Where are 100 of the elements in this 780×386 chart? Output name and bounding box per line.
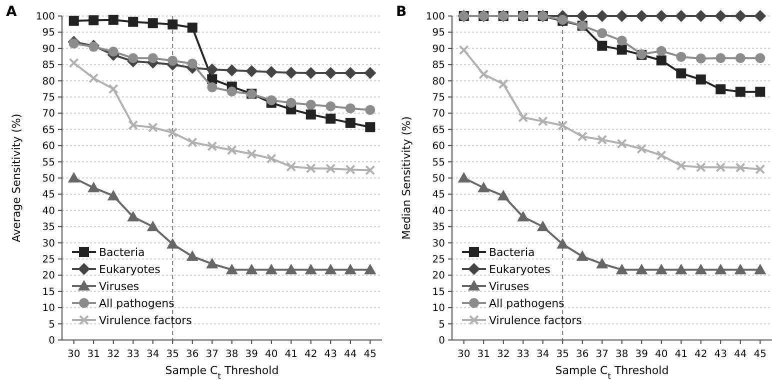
y-tick-label: 15 <box>42 286 55 298</box>
point <box>168 56 178 66</box>
point <box>128 16 138 27</box>
y-tick-label: 50 <box>432 174 445 184</box>
point <box>206 258 218 268</box>
point <box>518 112 528 122</box>
y-tick-label: 0 <box>48 336 55 346</box>
point <box>735 53 746 64</box>
y-tick-label: 30 <box>42 238 55 250</box>
point <box>498 79 508 90</box>
point <box>365 122 376 132</box>
legend-label: Bacteria <box>489 246 535 259</box>
point <box>616 44 627 55</box>
point <box>68 16 79 26</box>
legend-label: Viruses <box>489 280 530 293</box>
y-tick-label: 45 <box>42 190 55 201</box>
x-tick-label: 42 <box>694 349 708 360</box>
y-tick-label: 40 <box>432 206 445 217</box>
x-tick-label: 35 <box>166 349 179 360</box>
x-tick-label: 34 <box>146 349 160 360</box>
point <box>616 138 627 149</box>
point <box>88 15 99 26</box>
y-tick-label: 65 <box>432 124 445 136</box>
point <box>324 67 337 80</box>
x-tick-label: 31 <box>477 349 490 360</box>
point <box>675 264 688 274</box>
point <box>734 10 746 22</box>
y-tick-label: 80 <box>42 76 55 88</box>
point <box>187 22 198 33</box>
x-tick-label: 34 <box>536 349 550 360</box>
point <box>656 46 666 56</box>
point <box>166 238 179 249</box>
point <box>326 164 336 174</box>
y-tick-label: 10 <box>42 303 55 314</box>
point <box>714 10 727 22</box>
point <box>458 172 470 182</box>
point <box>755 53 766 64</box>
point <box>696 74 706 85</box>
point <box>365 165 376 176</box>
point <box>676 160 686 171</box>
y-tick-label: 25 <box>432 254 445 266</box>
x-tick-label: 37 <box>596 349 608 360</box>
y-tick-label: 95 <box>42 28 55 39</box>
point <box>207 141 218 152</box>
point <box>108 46 118 57</box>
y-tick-label: 95 <box>432 28 445 39</box>
point <box>306 100 316 110</box>
point <box>714 264 727 274</box>
point <box>596 10 608 22</box>
point <box>148 53 158 64</box>
point <box>304 67 317 80</box>
point <box>655 264 668 274</box>
y-tick-label: 15 <box>432 286 445 298</box>
point <box>576 10 588 22</box>
point <box>345 118 356 128</box>
y-tick-label: 60 <box>42 141 55 152</box>
x-tick-label: 32 <box>496 349 510 360</box>
point <box>148 122 158 132</box>
point <box>636 264 648 274</box>
point <box>656 55 666 66</box>
point <box>735 86 746 97</box>
point <box>285 264 298 274</box>
point <box>326 101 336 112</box>
point <box>186 250 198 261</box>
point <box>497 190 510 200</box>
x-tick-label: 35 <box>556 349 569 360</box>
point <box>716 162 726 172</box>
y-tick-label: 30 <box>432 238 445 250</box>
point <box>108 14 118 25</box>
point <box>88 73 99 84</box>
x-axis-title: Sample C$_{t}$ Threshold <box>165 364 279 381</box>
legend-label: Virulence factors <box>489 314 582 327</box>
x-tick-label: 38 <box>616 349 628 360</box>
point <box>108 84 118 94</box>
point <box>107 190 120 200</box>
x-tick-label: 43 <box>714 349 728 360</box>
y-tick-label: 75 <box>432 92 445 104</box>
point <box>597 40 608 51</box>
point <box>577 132 588 142</box>
x-tick-label: 39 <box>245 349 258 360</box>
point <box>755 164 766 174</box>
x-tick-label: 31 <box>87 349 100 360</box>
point <box>226 86 237 96</box>
x-tick-label: 30 <box>67 349 80 360</box>
y-tick-label: 100 <box>36 12 55 22</box>
x-tick-label: 39 <box>635 349 648 360</box>
point <box>68 172 80 182</box>
point <box>344 264 356 274</box>
point <box>556 238 569 249</box>
y-axis-title: Average Sensitivity (%) <box>10 114 23 242</box>
point <box>306 109 316 120</box>
point <box>478 182 490 192</box>
y-tick-label: 10 <box>432 303 445 314</box>
x-tick-label: 36 <box>186 349 199 360</box>
point <box>754 10 766 22</box>
point <box>558 120 568 131</box>
x-tick-label: 43 <box>324 349 338 360</box>
point <box>286 98 296 108</box>
x-tick-label: 44 <box>734 349 747 360</box>
point <box>304 264 317 274</box>
